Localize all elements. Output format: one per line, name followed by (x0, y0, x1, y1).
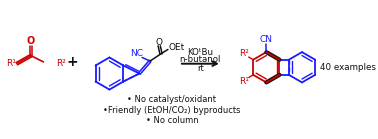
Text: CN: CN (260, 35, 273, 44)
Text: OEt: OEt (169, 43, 185, 52)
Text: • No column: • No column (146, 116, 198, 125)
Text: R¹: R¹ (239, 77, 249, 86)
Text: R²: R² (56, 59, 66, 68)
Text: +: + (66, 55, 78, 69)
Text: NC: NC (130, 49, 143, 58)
Text: O: O (155, 38, 163, 47)
Text: 40 examples: 40 examples (320, 63, 376, 72)
Text: O: O (27, 36, 35, 46)
Text: •Friendly (EtOH/CO₂) byproducts: •Friendly (EtOH/CO₂) byproducts (103, 106, 240, 115)
Text: R¹: R¹ (6, 59, 16, 68)
Text: n-butanol: n-butanol (180, 55, 221, 64)
Text: • No catalyst/oxidant: • No catalyst/oxidant (127, 95, 216, 104)
Text: R²: R² (239, 49, 249, 58)
Text: KOᵗBu: KOᵗBu (187, 48, 213, 57)
Text: rt: rt (197, 64, 204, 73)
